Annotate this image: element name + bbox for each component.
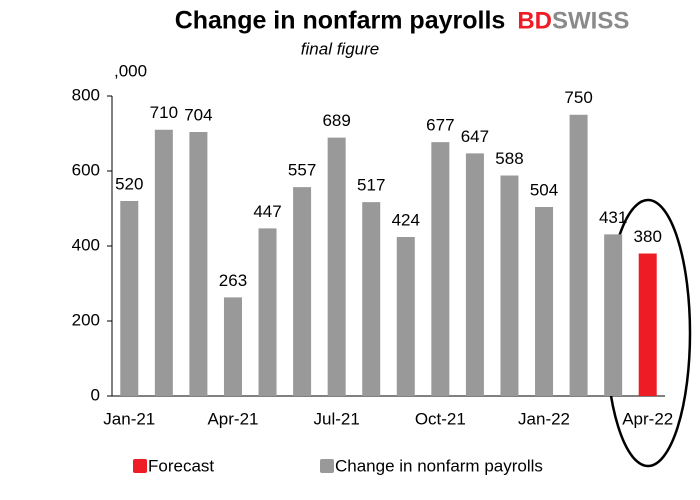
- data-label: 431: [599, 208, 627, 227]
- y-tick-label: 0: [91, 385, 100, 404]
- x-tick-label: Apr-21: [207, 409, 258, 428]
- chart-title: Change in nonfarm payrolls: [175, 7, 506, 35]
- data-label: 704: [184, 105, 212, 124]
- x-tick-label: Oct-21: [415, 409, 466, 428]
- x-tick-label: Jan-21: [103, 409, 155, 428]
- x-tick-label: Apr-22: [622, 409, 673, 428]
- data-label: 557: [288, 161, 316, 180]
- bar: [465, 153, 484, 396]
- data-label: 504: [530, 180, 558, 199]
- bar: [189, 132, 208, 396]
- bar: [535, 207, 554, 396]
- bar: [500, 175, 519, 396]
- bar: [258, 228, 277, 396]
- data-label: 424: [392, 210, 420, 229]
- logo-part1: BD: [517, 7, 552, 34]
- data-label: 647: [461, 127, 489, 146]
- data-label: 588: [495, 149, 523, 168]
- bar: [120, 201, 139, 396]
- y-tick-label: 400: [72, 235, 100, 254]
- data-label: 517: [357, 176, 385, 195]
- data-label: 677: [426, 116, 454, 135]
- bar: [154, 129, 173, 396]
- chart-subtitle: final figure: [301, 39, 379, 58]
- data-label: 710: [150, 103, 178, 122]
- legend-swatch: [133, 459, 147, 473]
- data-label: 520: [115, 174, 143, 193]
- y-tick-label: 200: [72, 310, 100, 329]
- bar: [327, 137, 346, 396]
- x-tick-label: Jan-22: [518, 409, 570, 428]
- bar: [431, 142, 450, 396]
- legend-label: Forecast: [148, 456, 214, 475]
- bar: [638, 253, 657, 396]
- bar: [604, 234, 623, 396]
- y-tick-label: 600: [72, 160, 100, 179]
- data-label: 447: [253, 202, 281, 221]
- unit-label: ,000: [114, 61, 147, 80]
- data-label: 750: [564, 88, 592, 107]
- bar: [223, 297, 242, 396]
- logo-part2: SWISS: [552, 7, 629, 34]
- data-label: 263: [219, 271, 247, 290]
- legend-swatch: [320, 459, 334, 473]
- bar: [569, 114, 588, 396]
- bar: [293, 187, 312, 396]
- bar: [396, 237, 415, 396]
- data-label: 689: [322, 111, 350, 130]
- bar: [362, 202, 381, 396]
- legend-label: Change in nonfarm payrolls: [335, 456, 543, 475]
- y-tick-label: 800: [72, 85, 100, 104]
- x-tick-label: Jul-21: [314, 409, 360, 428]
- data-label: 380: [634, 227, 662, 246]
